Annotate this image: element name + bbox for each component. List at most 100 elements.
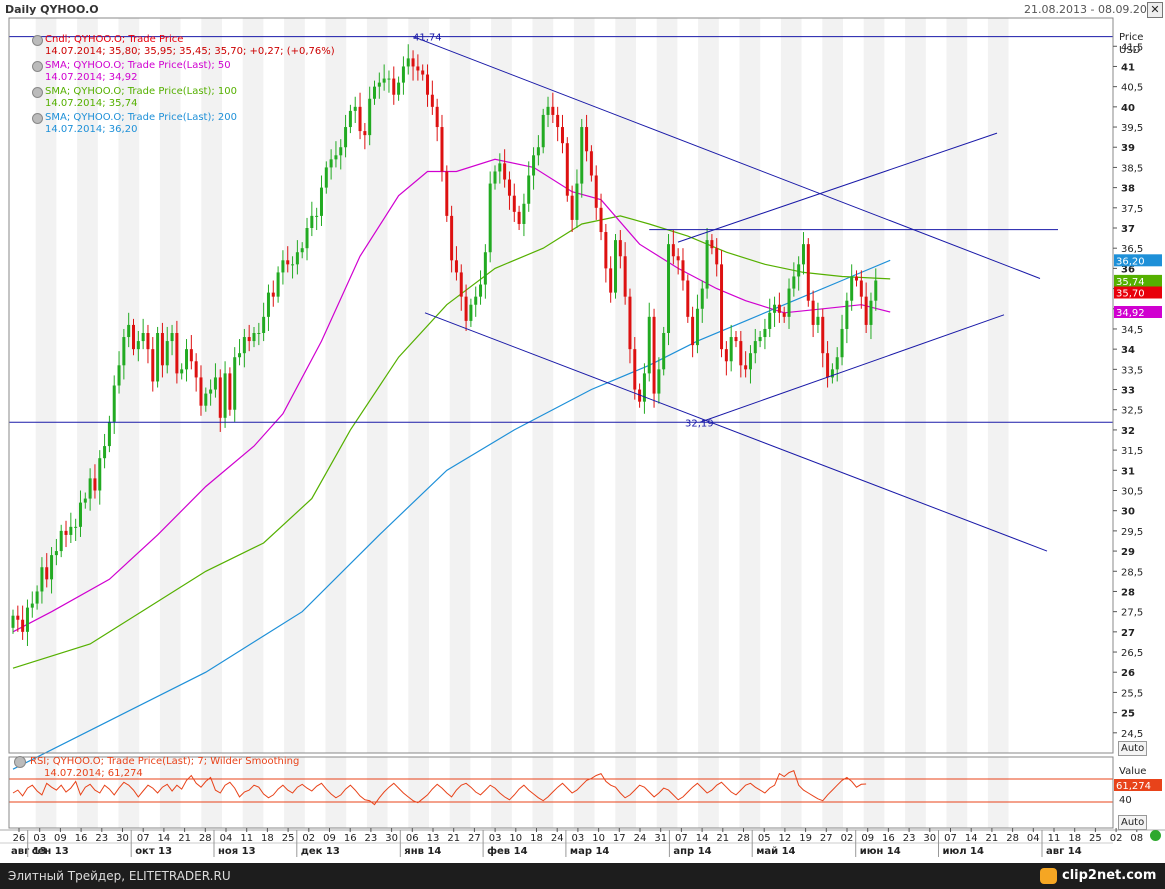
candle-body [122, 337, 126, 366]
week-band [863, 18, 885, 753]
candle-body [507, 179, 511, 196]
candle-body [315, 215, 319, 217]
candle-body [681, 260, 685, 281]
price-axis-unit: USD [1119, 45, 1141, 56]
candle-body [464, 296, 468, 321]
y-tick-label: 39,5 [1121, 123, 1143, 134]
candle-body [710, 240, 714, 249]
y-tick-label: 38 [1121, 184, 1135, 195]
price-axis-title: Price [1119, 32, 1144, 43]
rsi-auto-scale-button[interactable]: Auto [1118, 815, 1148, 830]
legend-toggle-icon[interactable] [14, 756, 26, 768]
candle-body [344, 127, 348, 148]
week-bands [35, 18, 1009, 828]
auto-scale-button[interactable]: Auto [1118, 741, 1148, 756]
x-tick-label: 16 [344, 833, 357, 844]
y-tick-label: 36,5 [1121, 244, 1143, 255]
legend-toggle-icon[interactable] [32, 113, 43, 124]
candle-body [642, 373, 646, 402]
month-label: июн 14 [860, 846, 901, 857]
candle-body [580, 127, 584, 184]
candle-body [160, 333, 164, 366]
candle-body [368, 98, 372, 136]
candle-body [435, 106, 439, 128]
candle-body [74, 526, 78, 528]
legend-series-value: 14.07.2014; 35,74 [45, 98, 138, 109]
trend-line [677, 132, 998, 243]
x-tick-label: 07 [675, 833, 688, 844]
candle-body [430, 94, 434, 107]
candle-body [570, 195, 574, 220]
candle-body [614, 240, 617, 293]
candle-body [25, 607, 29, 632]
legend-toggle-icon[interactable] [32, 61, 43, 72]
x-tick-label: 27 [820, 833, 833, 844]
candle-body [242, 337, 246, 354]
candle-body [180, 369, 184, 374]
candle-body [869, 300, 873, 325]
candle-body [753, 341, 757, 354]
candle-body [21, 619, 25, 632]
month-label: мар 14 [570, 846, 610, 857]
candle-body [117, 365, 121, 386]
x-tick-label: 09 [323, 833, 336, 844]
y-tick-label: 34,5 [1121, 325, 1143, 336]
month-label: авг 14 [1046, 846, 1082, 857]
y-tick-label: 25 [1121, 709, 1135, 720]
candle-body [532, 155, 536, 176]
x-tick-label: 02 [841, 833, 854, 844]
price-badge [1114, 306, 1162, 318]
candle-body [156, 333, 160, 382]
legend-series-name: SMA; QYHOO.O; Trade Price(Last); 200 [45, 112, 238, 123]
y-tick-label: 37 [1121, 224, 1135, 235]
candle-body [170, 333, 174, 342]
y-tick-label: 25,5 [1121, 688, 1143, 699]
x-tick-label: 05 [758, 833, 771, 844]
week-band [159, 18, 181, 753]
candle-body [141, 333, 145, 342]
close-icon[interactable]: ✕ [1147, 2, 1163, 18]
month-label: фев 14 [487, 845, 527, 857]
week-band [573, 757, 595, 828]
date-range: 21.08.2013 - 08.09.2014 (EST) [1024, 3, 1165, 16]
y-tick-label: 39 [1121, 143, 1135, 154]
y-tick-label: 30,5 [1121, 487, 1143, 498]
y-tick-label: 26,5 [1121, 648, 1143, 659]
candle-body [194, 361, 198, 378]
candle-body [483, 252, 487, 285]
x-tick-label: 23 [365, 833, 378, 844]
legend-toggle-icon[interactable] [32, 87, 43, 98]
candle-body [503, 163, 507, 180]
candle-body [266, 292, 270, 317]
week-band [863, 757, 885, 828]
rsi-badge-text: 61,274 [1116, 781, 1151, 792]
month-label: дек 13 [301, 846, 340, 857]
week-band [905, 18, 926, 753]
week-band [118, 757, 140, 828]
candle-body [45, 567, 49, 580]
week-band [656, 757, 678, 828]
y-tick-label: 36 [1121, 264, 1135, 275]
candle-body [806, 244, 810, 301]
candle-body [498, 163, 502, 172]
candle-body [734, 337, 738, 342]
week-band [573, 18, 595, 753]
x-tick-label: 17 [613, 833, 626, 844]
x-tick-label: 24 [634, 833, 647, 844]
x-tick-label: 26 [13, 833, 26, 844]
candle-body [691, 316, 695, 346]
x-tick-label: 02 [1110, 833, 1123, 844]
x-tick-label: 03 [33, 833, 46, 844]
x-tick-label: 03 [489, 833, 502, 844]
y-tick-label: 31,5 [1121, 446, 1143, 457]
candle-body [493, 171, 497, 184]
legend-toggle-icon[interactable] [32, 35, 43, 46]
x-tick-label: 10 [592, 833, 605, 844]
candle-body [377, 82, 381, 87]
candle-body [257, 333, 261, 334]
footer-brand: clip2net.com [1062, 868, 1157, 883]
week-band [242, 757, 264, 828]
candle-body [450, 215, 454, 261]
candle-body [387, 78, 391, 80]
y-tick-label: 40,5 [1121, 83, 1143, 94]
